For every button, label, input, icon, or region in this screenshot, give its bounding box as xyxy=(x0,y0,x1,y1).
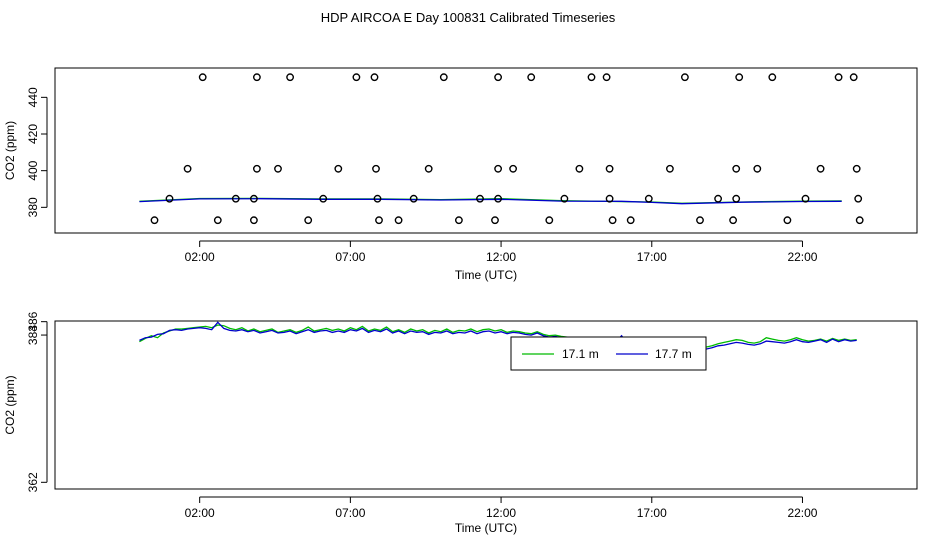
data-point xyxy=(150,216,159,225)
data-point xyxy=(252,73,261,82)
data-point xyxy=(372,164,380,173)
data-point xyxy=(852,164,861,173)
data-point xyxy=(370,73,379,82)
data-point xyxy=(252,164,261,173)
data-point xyxy=(494,73,502,82)
data-point xyxy=(286,73,294,82)
x-tick-label: 22:00 xyxy=(787,250,817,264)
data-point xyxy=(605,194,614,203)
y-axis-label: CO2 (ppm) xyxy=(3,121,17,180)
data-point xyxy=(732,164,741,173)
data-point xyxy=(608,216,617,225)
bottom-panel: 02:00 07:00 12:00 17:00 22:00 Time (UTC) 362 38… xyxy=(3,311,918,535)
data-point xyxy=(587,73,596,82)
data-point xyxy=(605,164,614,173)
figure-title: HDP AIRCOA E Day 100831 Calibrated Times… xyxy=(321,10,616,25)
y-tick-label: 420 xyxy=(26,124,40,144)
data-point xyxy=(165,194,174,203)
data-point xyxy=(476,194,484,203)
data-point xyxy=(494,164,502,173)
data-point xyxy=(249,194,258,203)
data-point xyxy=(198,73,207,82)
data-point xyxy=(644,194,653,203)
data-point xyxy=(213,216,222,225)
series-line-1 xyxy=(139,198,842,205)
data-point xyxy=(729,216,737,225)
y-axis-label: CO2 (ppm) xyxy=(3,375,17,434)
x-axis-label: Time (UTC) xyxy=(455,521,517,535)
data-point xyxy=(854,194,863,203)
data-point xyxy=(834,73,843,82)
y-tick-label: 440 xyxy=(26,87,40,107)
x-tick-label: 17:00 xyxy=(637,250,667,264)
data-point xyxy=(714,194,722,203)
data-point xyxy=(849,73,858,82)
data-point xyxy=(183,164,192,173)
data-point xyxy=(509,164,517,173)
x-axis-label: Time (UTC) xyxy=(455,268,517,282)
data-point xyxy=(375,216,383,225)
data-point xyxy=(352,73,361,82)
data-point xyxy=(491,216,499,225)
data-point xyxy=(439,73,448,82)
data-point xyxy=(274,164,282,173)
y-tick-label: 384 xyxy=(26,325,40,345)
data-point xyxy=(855,216,864,225)
y-tick-label: 400 xyxy=(26,160,40,180)
x-tick-label: 17:00 xyxy=(637,506,667,520)
plot-frame xyxy=(54,320,918,490)
data-point xyxy=(735,73,744,82)
data-point xyxy=(231,194,240,203)
data-point xyxy=(394,216,403,225)
data-point xyxy=(527,73,536,82)
data-point xyxy=(732,194,741,203)
legend-label: 17.7 m xyxy=(655,347,692,361)
legend-label: 17.1 m xyxy=(562,347,599,361)
data-point xyxy=(373,194,382,203)
x-tick-label: 02:00 xyxy=(185,250,215,264)
data-point xyxy=(783,216,792,225)
plot-frame xyxy=(54,67,918,234)
x-tick-label: 02:00 xyxy=(185,506,215,520)
data-point xyxy=(681,73,689,82)
legend: 17.1 m 17.7 m xyxy=(510,336,707,371)
y-tick-label: 380 xyxy=(26,197,40,217)
data-point xyxy=(249,216,258,225)
data-point xyxy=(334,164,343,173)
data-point xyxy=(545,216,554,225)
x-tick-label: 12:00 xyxy=(486,506,516,520)
data-point xyxy=(304,216,313,225)
x-tick-label: 07:00 xyxy=(335,506,365,520)
data-point xyxy=(696,216,704,225)
data-point xyxy=(602,73,611,82)
data-point xyxy=(768,73,777,82)
y-tick-label: 386 xyxy=(26,311,40,331)
series-line-17-7-m xyxy=(139,321,857,351)
data-point xyxy=(454,216,463,225)
data-point xyxy=(626,216,635,225)
data-point xyxy=(753,164,762,173)
top-panel: 02:00 07:00 12:00 17:00 22:00 Time (UTC) 380 40… xyxy=(3,67,918,282)
data-point xyxy=(666,164,674,173)
data-point xyxy=(424,164,433,173)
data-point xyxy=(494,194,502,203)
data-point xyxy=(816,164,825,173)
data-point xyxy=(575,164,584,173)
x-tick-label: 07:00 xyxy=(335,250,365,264)
series-line-17-1-m xyxy=(139,324,857,350)
data-point xyxy=(801,194,810,203)
data-point xyxy=(319,194,328,203)
data-point xyxy=(560,194,569,203)
x-tick-label: 22:00 xyxy=(787,506,817,520)
y-tick-label: 362 xyxy=(26,472,40,492)
data-point xyxy=(409,194,418,203)
x-tick-label: 12:00 xyxy=(486,250,516,264)
